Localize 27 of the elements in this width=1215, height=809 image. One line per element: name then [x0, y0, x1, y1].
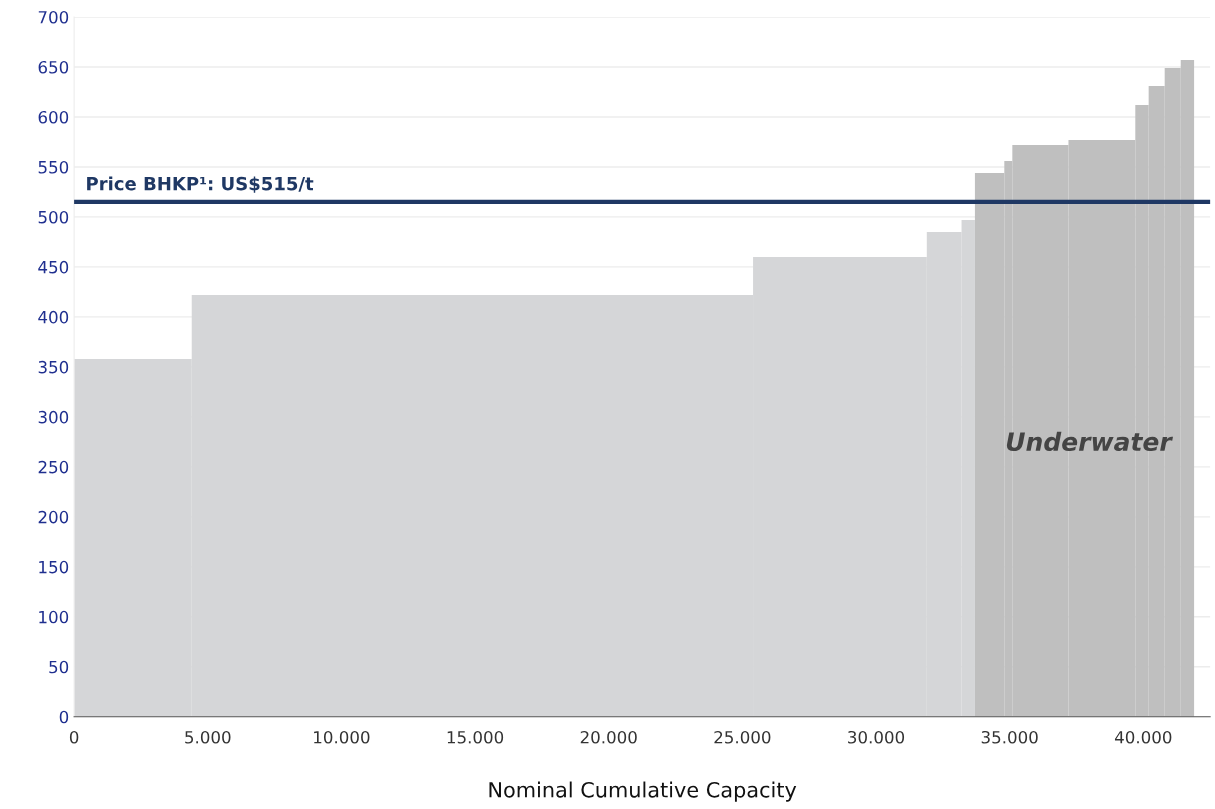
x-tick-label: 20.000 — [580, 730, 637, 744]
x-tick-label: 25.000 — [714, 730, 771, 744]
y-tick-label: 150 — [39, 560, 69, 574]
y-tick-label: 450 — [38, 260, 69, 274]
y-tick-label: 350 — [38, 360, 69, 374]
x-tick-label: 5.000 — [185, 730, 231, 744]
y-tick-label: 550 — [38, 160, 69, 174]
y-tick-label: 700 — [38, 10, 69, 24]
x-tick-label: 0 — [69, 730, 79, 744]
y-tick-label: 600 — [38, 110, 69, 124]
y-tick-label: 250 — [38, 460, 69, 474]
x-tick-label: 35.000 — [981, 730, 1038, 744]
y-tick-label: 300 — [38, 410, 69, 424]
x-tick-label: 40.000 — [1114, 730, 1172, 744]
y-tick-label: 50 — [49, 660, 69, 674]
ref-line-label: Price BHKP¹: US$515/t — [87, 176, 314, 193]
x-axis-title: Nominal Cumulative Capacity — [489, 781, 797, 802]
y-tick-label: 500 — [38, 210, 69, 224]
y-tick-label: 0 — [59, 710, 69, 724]
y-tick-label: 650 — [38, 60, 69, 74]
x-tick-label: 10.000 — [314, 730, 370, 744]
x-tick-label: 15.000 — [447, 730, 504, 744]
y-tick-label: 400 — [38, 310, 69, 324]
annotation: Underwater — [1006, 431, 1173, 452]
y-tick-label: 100 — [39, 610, 69, 624]
y-tick-label: 200 — [38, 510, 69, 524]
x-tick-label: 30.000 — [848, 730, 905, 744]
